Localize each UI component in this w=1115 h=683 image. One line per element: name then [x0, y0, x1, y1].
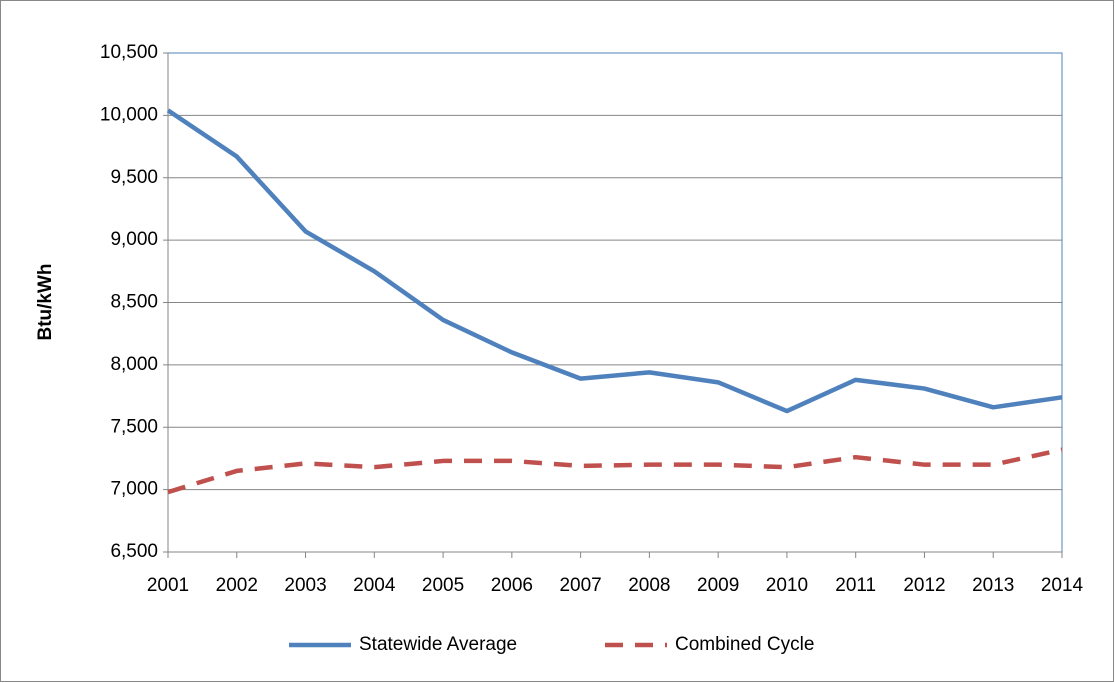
x-tick-label: 2001: [147, 575, 189, 596]
x-tick-label: 2005: [422, 575, 464, 596]
legend-label: Statewide Average: [359, 634, 517, 655]
x-tick-label: 2011: [835, 575, 876, 596]
x-tick-label: 2006: [491, 575, 533, 596]
y-tick-label: 9,000: [110, 229, 158, 250]
x-tick-label: 2012: [903, 575, 945, 596]
x-tick-label: 2013: [972, 575, 1014, 596]
y-tick-label: 10,000: [100, 104, 158, 125]
y-tick-label: 7,500: [110, 416, 158, 437]
y-axis-label: Btu/kWh: [35, 263, 56, 340]
legend-label: Combined Cycle: [675, 634, 814, 655]
y-tick-label: 6,500: [110, 541, 158, 562]
series-line: [166, 108, 1063, 414]
x-tick-label: 2002: [216, 575, 258, 596]
x-tick-label: 2007: [559, 575, 601, 596]
y-tick-label: 8,000: [110, 354, 158, 375]
y-tick-label: 10,500: [100, 42, 158, 63]
x-tick-label: 2009: [697, 575, 739, 596]
x-tick-label: 2014: [1041, 575, 1084, 596]
x-tick-label: 2003: [284, 575, 326, 596]
x-tick-label: 2004: [353, 575, 396, 596]
y-tick-label: 8,500: [110, 292, 158, 313]
x-tick-label: 2008: [628, 575, 670, 596]
y-tick-label: 9,500: [110, 167, 158, 188]
x-tick-label: 2010: [766, 575, 808, 596]
y-tick-label: 7,000: [110, 479, 158, 500]
series-line: [167, 447, 1063, 495]
